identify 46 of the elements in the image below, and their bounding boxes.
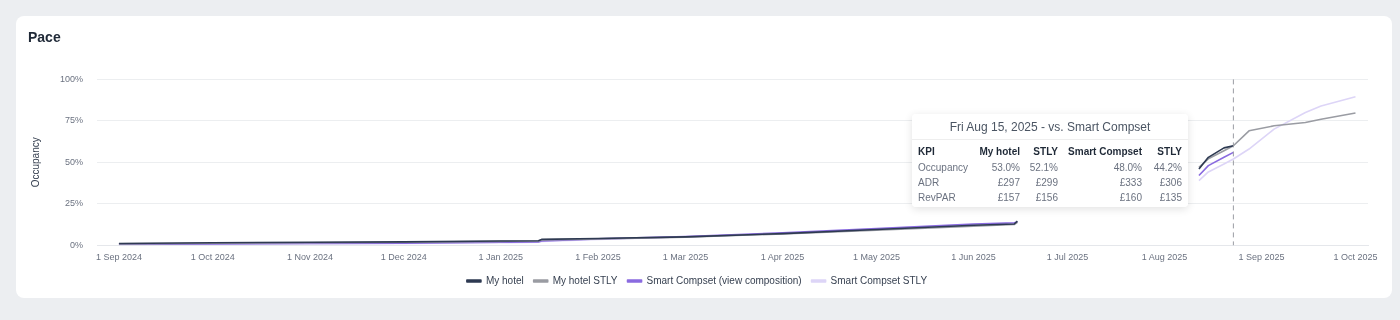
x-tick-label: 1 Nov 2024 <box>286 252 333 263</box>
x-tick-label: 1 May 2025 <box>853 252 901 263</box>
legend-label: Smart Compset STLY <box>830 274 928 286</box>
x-tick-label: 1 Mar 2025 <box>662 252 709 263</box>
y-tick-label: 75% <box>65 115 84 126</box>
annotation: £333 <box>1118 176 1142 190</box>
annotation: 48.0% <box>1112 161 1142 175</box>
annotation: Fri Aug 15, 2025 - vs. Smart Compset <box>912 114 1188 140</box>
y-tick-label: 25% <box>65 198 84 209</box>
annotation: £157 <box>996 191 1020 205</box>
annotation: KPI <box>918 145 936 159</box>
x-tick-label: 1 Sep 2024 <box>95 252 142 263</box>
annotation: £160 <box>1118 191 1142 205</box>
x-tick-label: 1 Sep 2025 <box>1238 252 1285 263</box>
x-tick-label: 1 Dec 2024 <box>380 252 427 263</box>
y-tick-label: 50% <box>65 156 84 167</box>
x-tick-label: 1 Aug 2025 <box>1141 252 1188 263</box>
annotation: 53.0% <box>990 161 1020 175</box>
y-axis-title: Occupancy <box>29 137 41 188</box>
annotation: Smart Compset <box>1067 145 1142 159</box>
annotation: £135 <box>1158 191 1182 205</box>
annotation: £299 <box>1034 176 1058 190</box>
annotation: My hotel <box>978 145 1020 159</box>
y-tick-label: 0% <box>70 239 84 250</box>
x-tick-label: 1 Oct 2025 <box>1333 252 1378 263</box>
x-tick-label: 1 Jul 2025 <box>1046 252 1089 263</box>
x-tick-label: 1 Jun 2025 <box>951 252 996 263</box>
annotation: £297 <box>996 176 1020 190</box>
annotation: STLY <box>1156 145 1182 159</box>
annotation: £156 <box>1034 191 1058 205</box>
annotation: £306 <box>1158 176 1182 190</box>
x-tick-label: 1 Feb 2025 <box>575 252 621 263</box>
legend-label: My hotel STLY <box>552 274 618 286</box>
legend-label: Smart Compset (view composition) <box>646 274 802 286</box>
annotation: 52.1% <box>1028 161 1058 175</box>
annotation: 44.2% <box>1152 161 1182 175</box>
annotation: ADR <box>918 176 941 190</box>
annotation: RevPAR <box>918 191 957 205</box>
annotation: Occupancy <box>918 161 970 175</box>
annotation: STLY <box>1032 145 1058 159</box>
chart-title: Pace <box>28 29 61 45</box>
x-tick-label: 1 Apr 2025 <box>760 252 805 263</box>
y-tick-label: 100% <box>59 73 84 84</box>
legend-label: My hotel <box>485 274 524 286</box>
x-tick-label: 1 Jan 2025 <box>478 252 524 263</box>
x-tick-label: 1 Oct 2024 <box>190 252 235 263</box>
